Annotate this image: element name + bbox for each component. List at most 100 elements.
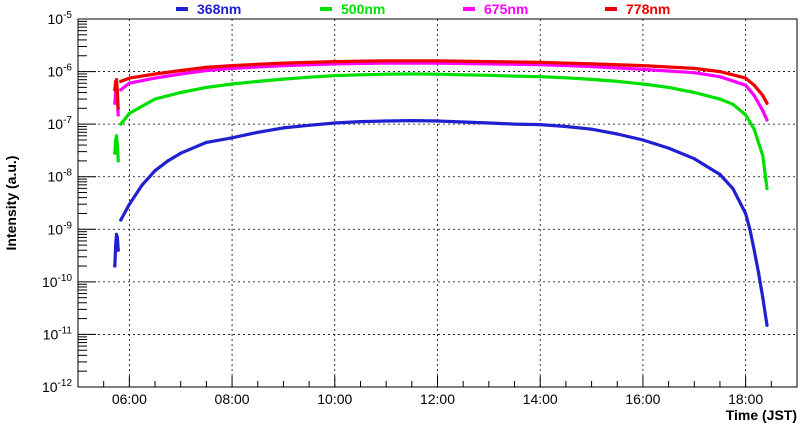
- y-tick-label: 10-7: [48, 115, 73, 132]
- data-point-675nm: [590, 64, 594, 69]
- data-point-368nm: [718, 172, 722, 177]
- data-point-778nm: [204, 65, 208, 69]
- y-tick-label: 10-6: [48, 63, 73, 80]
- data-point-500nm: [230, 82, 234, 86]
- data-point-500nm: [113, 151, 117, 155]
- data-point-675nm: [179, 72, 183, 76]
- data-point-675nm: [765, 118, 769, 122]
- data-point-368nm: [765, 323, 769, 327]
- data-point-500nm: [487, 73, 491, 77]
- x-tick-label: 18:00: [728, 391, 763, 407]
- data-point-500nm: [307, 75, 311, 79]
- data-point-500nm: [116, 159, 120, 163]
- data-point-778nm: [127, 76, 131, 80]
- data-point-675nm: [281, 64, 285, 68]
- data-point-368nm: [119, 218, 123, 222]
- data-point-500nm: [204, 85, 208, 89]
- series-368nm: [113, 119, 769, 327]
- data-point-500nm: [752, 127, 756, 131]
- legend-label-500nm: 500nm: [341, 1, 386, 17]
- data-point-500nm: [435, 72, 440, 76]
- data-point-368nm: [615, 132, 619, 136]
- data-point-778nm: [153, 72, 157, 76]
- data-point-500nm: [256, 79, 260, 83]
- data-point-500nm: [281, 77, 285, 81]
- data-point-500nm: [140, 104, 144, 108]
- data-point-675nm: [204, 68, 208, 73]
- data-point-500nm: [127, 111, 131, 115]
- data-point-368nm: [333, 121, 337, 125]
- data-point-778nm: [119, 79, 123, 83]
- data-point-778nm: [718, 70, 722, 74]
- data-point-500nm: [765, 186, 769, 190]
- data-point-778nm: [333, 60, 337, 64]
- data-point-778nm: [230, 64, 234, 68]
- data-point-368nm: [461, 120, 465, 124]
- data-point-500nm: [119, 122, 123, 126]
- data-point-500nm: [358, 73, 363, 77]
- data-point-500nm: [615, 79, 619, 83]
- x-axis-label: Time (JST): [726, 407, 797, 423]
- data-point-368nm: [153, 169, 157, 173]
- data-point-368nm: [230, 136, 234, 140]
- data-point-368nm: [281, 126, 285, 130]
- data-point-500nm: [115, 143, 119, 147]
- data-point-368nm: [256, 130, 260, 134]
- grid: [78, 19, 797, 387]
- data-point-368nm: [115, 235, 119, 239]
- data-point-500nm: [761, 154, 765, 158]
- y-tick-label: 10-5: [48, 10, 73, 27]
- data-point-778nm: [538, 60, 542, 64]
- data-point-675nm: [761, 109, 765, 113]
- data-point-500nm: [590, 77, 594, 81]
- data-point-368nm: [756, 271, 761, 275]
- y-tick-label: 10-8: [48, 168, 73, 185]
- x-tick-label: 08:00: [215, 391, 250, 407]
- data-point-368nm: [538, 123, 542, 127]
- series-line-778nm: [119, 59, 769, 105]
- data-point-500nm: [564, 76, 568, 80]
- data-point-778nm: [641, 64, 645, 68]
- data-point-675nm: [230, 66, 234, 70]
- data-point-778nm: [590, 62, 594, 66]
- data-point-500nm: [718, 97, 722, 101]
- series-line-368nm: [119, 119, 769, 327]
- data-point-500nm: [667, 85, 671, 89]
- data-point-500nm: [179, 90, 183, 95]
- data-point-778nm: [114, 78, 119, 82]
- data-point-368nm: [114, 243, 118, 247]
- data-point-368nm: [179, 151, 183, 155]
- data-point-778nm: [435, 59, 440, 63]
- data-point-500nm: [744, 113, 748, 117]
- x-tick-label: 16:00: [625, 391, 660, 407]
- data-point-500nm: [461, 73, 465, 77]
- data-point-368nm: [512, 122, 517, 126]
- legend-item-778nm: 778nm: [605, 1, 670, 17]
- data-point-675nm: [744, 83, 748, 87]
- series-500nm: [113, 72, 769, 190]
- data-point-368nm: [641, 138, 645, 142]
- data-point-778nm: [116, 106, 120, 110]
- series-layer: [113, 59, 769, 327]
- data-point-778nm: [281, 61, 285, 65]
- data-point-778nm: [179, 68, 183, 73]
- data-point-368nm: [667, 146, 671, 150]
- data-point-778nm: [692, 66, 696, 70]
- y-tick-label: 10-10: [42, 273, 72, 290]
- data-point-500nm: [333, 74, 337, 78]
- data-point-778nm: [761, 93, 765, 98]
- data-point-368nm: [114, 232, 119, 236]
- legend-label-368nm: 368nm: [197, 1, 242, 17]
- y-tick-label: 10-12: [42, 378, 72, 395]
- data-point-368nm: [410, 119, 414, 123]
- data-point-500nm: [692, 90, 696, 95]
- data-point-368nm: [692, 157, 696, 161]
- data-point-368nm: [744, 211, 748, 216]
- data-point-368nm: [435, 119, 440, 123]
- data-point-500nm: [410, 72, 414, 76]
- data-point-778nm: [744, 76, 748, 80]
- data-point-675nm: [752, 93, 756, 98]
- data-point-368nm: [384, 119, 388, 123]
- data-point-500nm: [114, 134, 119, 138]
